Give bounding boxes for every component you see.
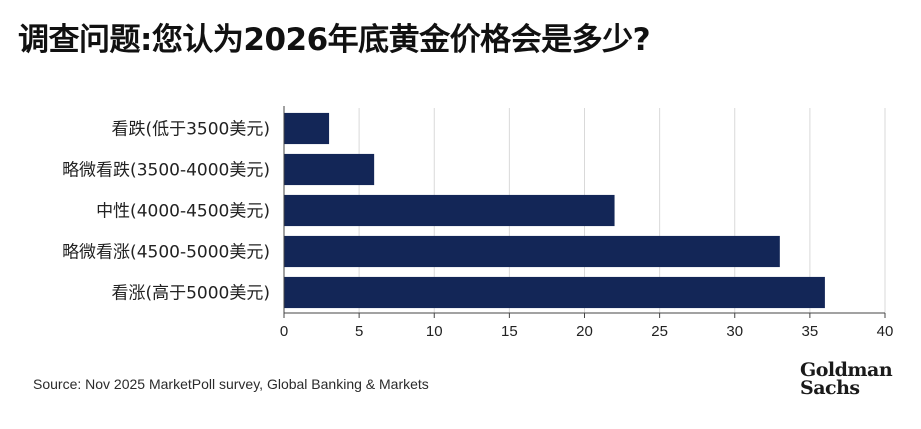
x-tick-label-10: 10 — [426, 323, 443, 340]
x-tick-label-0: 0 — [280, 323, 288, 340]
logo-line-1: Goldman — [800, 359, 893, 381]
category-label-1: 略微看跌(3500-4000美元) — [62, 161, 270, 181]
category-label-2: 中性(4000-4500美元) — [96, 202, 270, 222]
logo-line-2: Sachs — [800, 377, 860, 399]
bar-0 — [284, 112, 330, 145]
bar-3 — [284, 235, 780, 268]
category-label-4: 看涨(高于5000美元) — [111, 284, 270, 304]
chart-title: 调查问题:您认为2026年底黄金价格会是多少? — [18, 22, 651, 58]
bar-2 — [284, 194, 615, 227]
source-note: Source: Nov 2025 MarketPoll survey, Glob… — [33, 376, 429, 392]
x-tick-label-5: 5 — [355, 323, 363, 340]
x-tick-label-20: 20 — [576, 323, 593, 340]
bar-4 — [284, 276, 825, 309]
category-label-0: 看跌(低于3500美元) — [111, 120, 270, 140]
x-tick-label-25: 25 — [651, 323, 668, 340]
x-tick-label-30: 30 — [726, 323, 743, 340]
bar-1 — [284, 153, 375, 186]
x-tick-label-40: 40 — [877, 323, 894, 340]
x-tick-label-35: 35 — [802, 323, 819, 340]
x-tick-label-15: 15 — [501, 323, 518, 340]
goldman-sachs-logo: Goldman Sachs — [800, 359, 893, 399]
category-label-3: 略微看涨(4500-5000美元) — [62, 243, 270, 263]
